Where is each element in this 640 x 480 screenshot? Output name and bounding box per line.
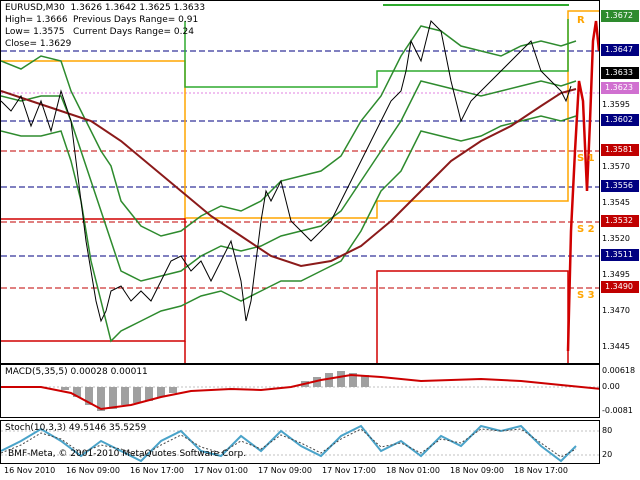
pivot-label-s2: S 2 xyxy=(577,224,595,235)
info-low: Low= 1.3575 xyxy=(5,27,65,37)
time-label: 16 Nov 17:00 xyxy=(130,466,184,475)
time-label: 17 Nov 09:00 xyxy=(258,466,312,475)
moving-average xyxy=(1,88,577,268)
info-curr-range: Current Days Range= 0.24 xyxy=(73,27,194,37)
badge-1.3490: 1.3490 xyxy=(601,281,639,293)
badge-1.3602: 1.3602 xyxy=(601,114,639,126)
time-label: 18 Nov 01:00 xyxy=(386,466,440,475)
time-label: 18 Nov 17:00 xyxy=(514,466,568,475)
macd-tick-bottom: -0.0081 xyxy=(602,406,633,415)
info-symbol-line: EURUSD,M30 1.3626 1.3642 1.3625 1.3633 xyxy=(5,3,206,13)
badge-1.3556: 1.3556 xyxy=(601,180,639,192)
projection-line-red xyxy=(566,20,599,352)
bollinger-lower xyxy=(1,115,577,343)
macd-tick-zero: 0.00 xyxy=(602,382,620,391)
price-tick: 1.3520 xyxy=(602,234,630,243)
bollinger-upper xyxy=(1,25,577,237)
stoch-tick-80: 80 xyxy=(602,426,613,435)
badge-1.3581: 1.3581 xyxy=(601,144,639,156)
price-chart-canvas[interactable] xyxy=(1,1,600,364)
info-prev-range: Previous Days Range= 0.91 xyxy=(73,15,199,25)
time-label: 16 Nov 2010 xyxy=(4,466,56,475)
stoch-label: Stoch(10,3,3) 49.5146 35.5259 xyxy=(5,423,147,433)
bollinger-middle xyxy=(1,80,577,282)
badge-1.3647: 1.3647 xyxy=(601,44,639,56)
time-label: 17 Nov 17:00 xyxy=(322,466,376,475)
macd-label: MACD(5,35,5) 0.00028 0.00011 xyxy=(5,367,148,377)
macd-pane[interactable]: MACD(5,35,5) 0.00028 0.00011 xyxy=(0,364,600,418)
price-tick: 1.3470 xyxy=(602,306,630,315)
price-tick: 1.3495 xyxy=(602,270,630,279)
price-axis[interactable]: 1.3672 1.3647 1.3633 1.3623 1.3595 1.360… xyxy=(600,0,640,480)
pivot-label-s1: S 1 xyxy=(577,153,595,164)
stoch-tick-20: 20 xyxy=(602,450,613,459)
badge-1.3633: 1.3633 xyxy=(601,67,639,79)
price-tick: 1.3545 xyxy=(602,198,630,207)
pivot-line-red-1 xyxy=(1,218,186,342)
stochastic-pane[interactable]: Stoch(10,3,3) 49.5146 35.5259 xyxy=(0,420,600,464)
macd-tick-top: 0.00618 xyxy=(602,366,636,375)
info-close: Close= 1.3629 xyxy=(5,39,72,49)
badge-1.3532: 1.3532 xyxy=(601,215,639,227)
pivot-line-red-3 xyxy=(376,270,569,363)
macd-signal-line xyxy=(1,373,599,411)
pivot-label-r: R xyxy=(577,15,585,26)
time-label: 16 Nov 09:00 xyxy=(66,466,120,475)
price-tick: 1.3570 xyxy=(602,162,630,171)
pivot-line-green xyxy=(184,19,569,88)
price-series xyxy=(1,20,572,323)
stochastic-canvas[interactable] xyxy=(1,421,600,464)
copyright-text: BMF-Meta, © 2001-2010 MetaQuotes Softwar… xyxy=(8,449,247,459)
badge-1.3672: 1.3672 xyxy=(601,10,639,22)
time-label: 18 Nov 09:00 xyxy=(450,466,504,475)
stoch-main-line xyxy=(1,424,577,463)
price-tick: 1.3445 xyxy=(602,342,630,351)
pivot-label-s3: S 3 xyxy=(577,290,595,301)
info-high: High= 1.3666 xyxy=(5,15,68,25)
badge-1.3511: 1.3511 xyxy=(601,249,639,261)
time-label: 17 Nov 01:00 xyxy=(194,466,248,475)
price-tick: 1.3595 xyxy=(602,100,630,109)
price-chart-pane[interactable]: EURUSD,M30 1.3626 1.3642 1.3625 1.3633 H… xyxy=(0,0,600,364)
stoch-signal-line xyxy=(1,428,577,458)
badge-1.3623: 1.3623 xyxy=(601,82,639,94)
macd-canvas[interactable] xyxy=(1,365,600,418)
